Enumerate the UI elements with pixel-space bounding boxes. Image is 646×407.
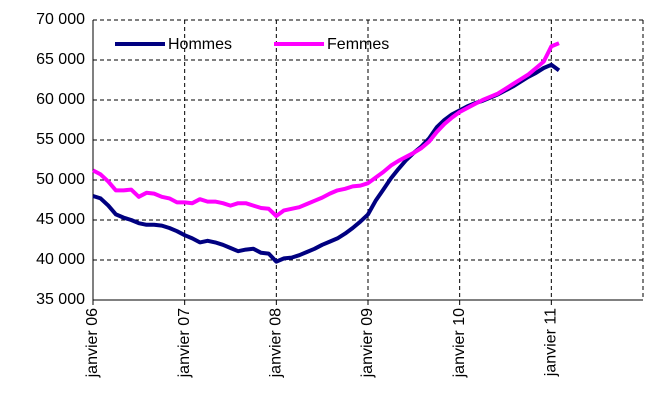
y-tick-label: 40 000 xyxy=(36,251,85,268)
legend-label: Hommes xyxy=(168,36,232,53)
y-tick-label: 70 000 xyxy=(36,11,85,28)
x-tick-label: janvier 07 xyxy=(176,308,193,378)
x-tick-label: janvier 10 xyxy=(451,308,468,378)
line-series xyxy=(92,41,560,218)
x-tick-label: janvier 11 xyxy=(543,308,560,377)
y-tick-label: 60 000 xyxy=(36,91,85,108)
line-series xyxy=(92,62,561,264)
y-tick-label: 50 000 xyxy=(36,171,85,188)
y-tick-label: 35 000 xyxy=(36,291,85,308)
y-tick-label: 55 000 xyxy=(36,131,85,148)
x-tick-label: janvier 06 xyxy=(84,308,101,378)
y-tick-label: 65 000 xyxy=(36,51,85,68)
legend-label: Femmes xyxy=(327,36,389,53)
x-tick-label: janvier 08 xyxy=(268,308,285,378)
x-tick-label: janvier 09 xyxy=(359,308,376,378)
y-tick-label: 45 000 xyxy=(36,211,85,228)
